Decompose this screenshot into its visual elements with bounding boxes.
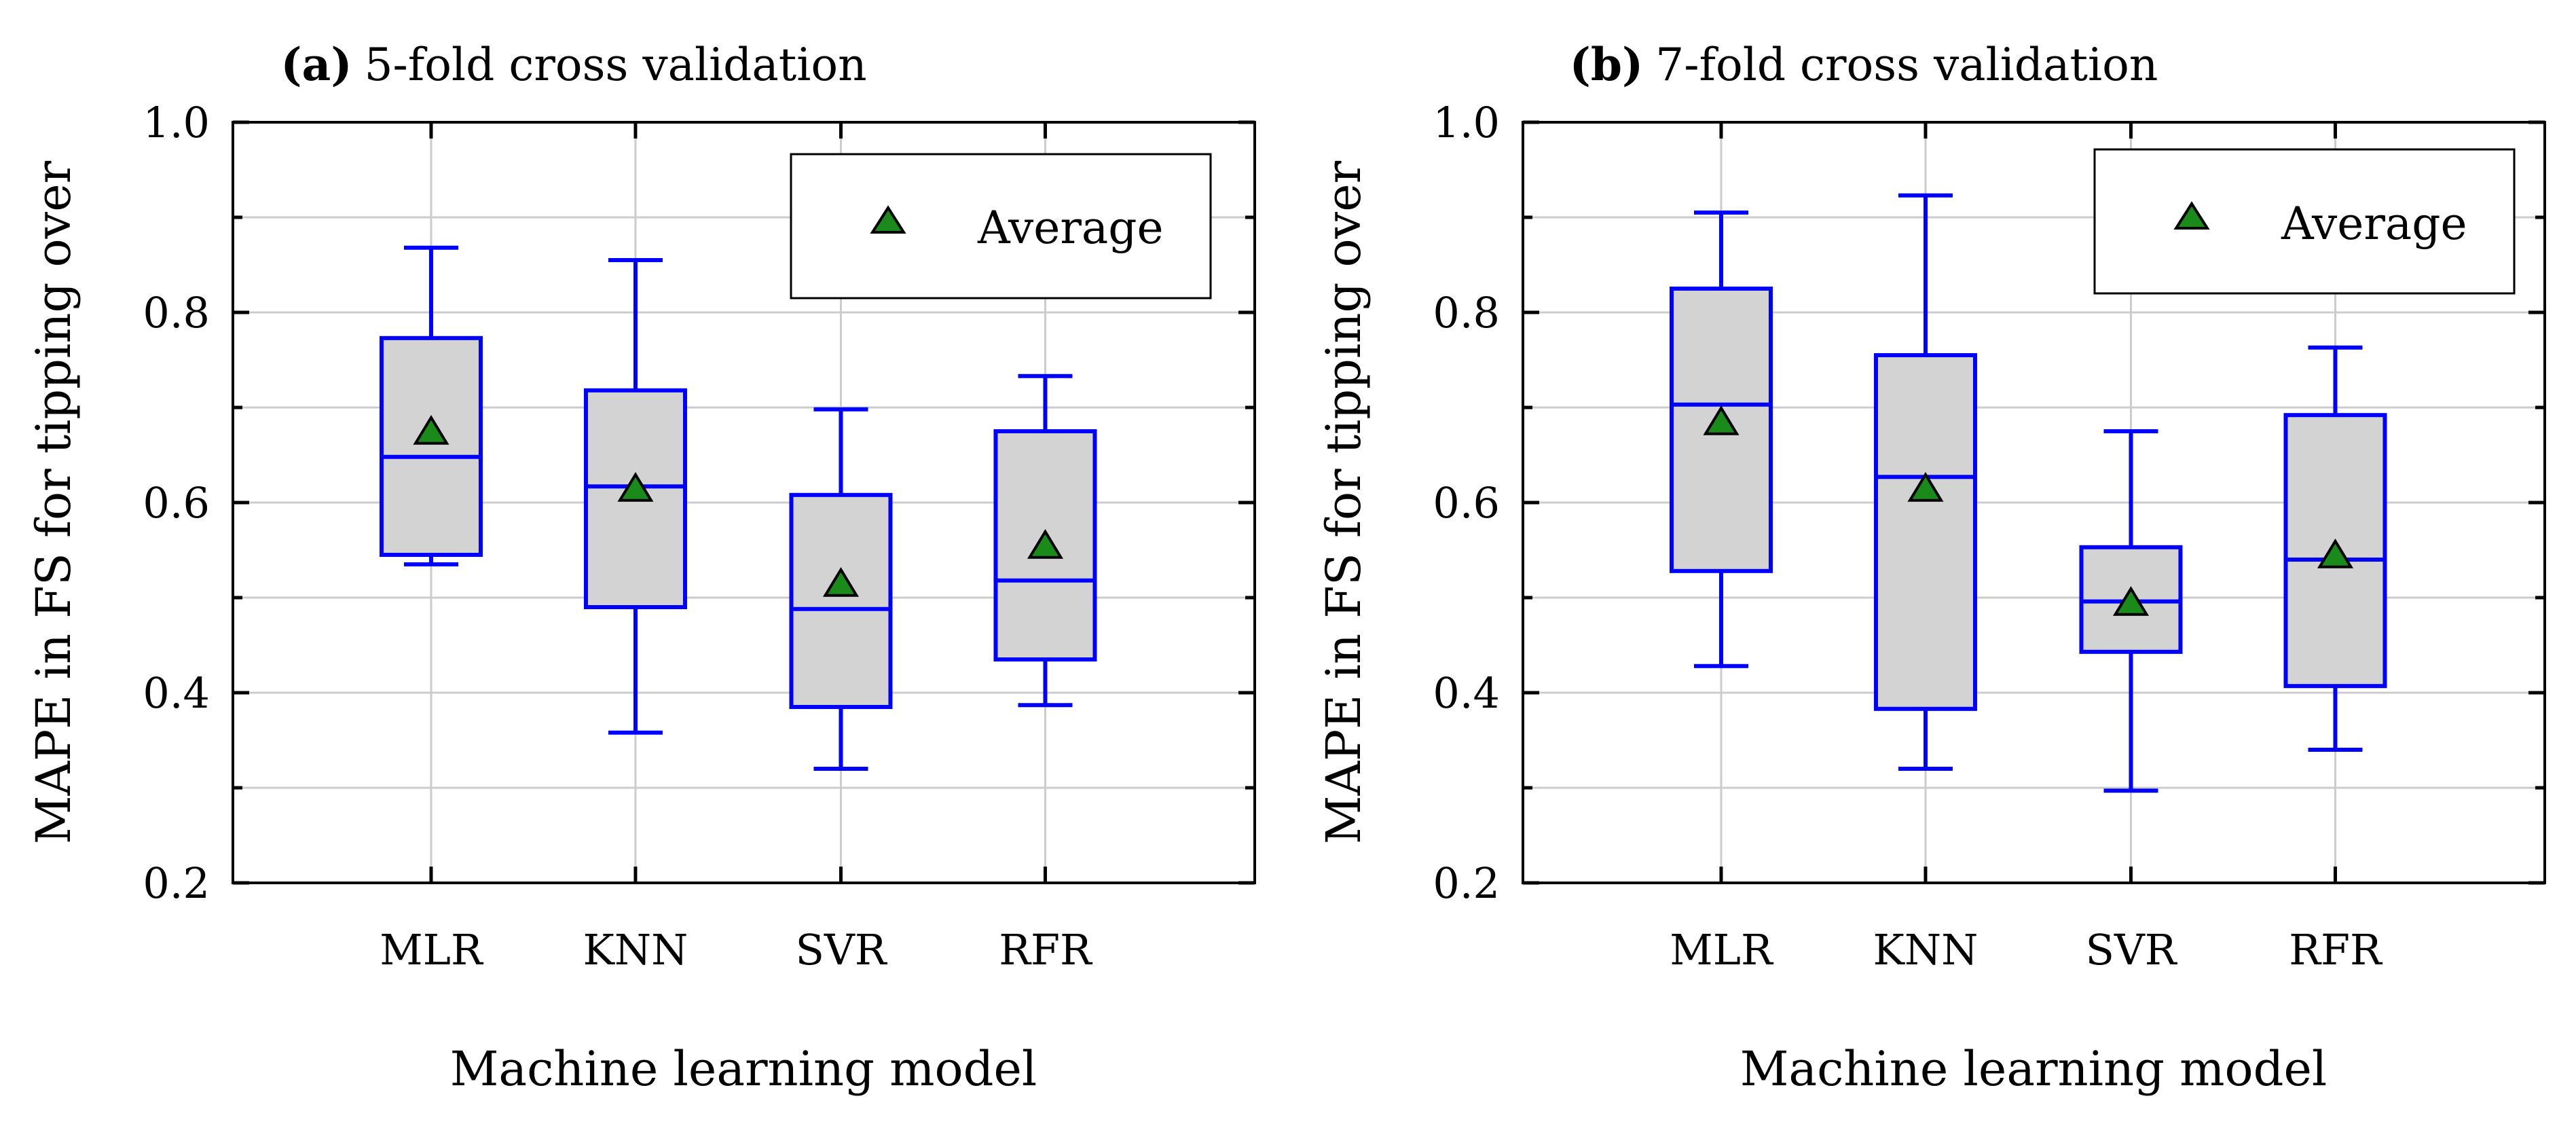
panel-a-legend: Average xyxy=(790,153,1212,299)
panel-b-ylabel: MAPE in FS for tipping over xyxy=(1316,160,1372,844)
panel-b-rfr-mean-marker xyxy=(2317,538,2354,568)
panel-a-ytick-label: 0.2 xyxy=(143,858,210,908)
panel-b-ytick-labels: 0.2 0.4 0.6 0.8 1.0 xyxy=(1433,98,1500,908)
panel-a-ytick-label: 0.4 xyxy=(143,668,210,718)
panel-b-xtick-label-svr: SVR xyxy=(2086,925,2178,975)
panel-b-legend-marker xyxy=(2173,201,2210,230)
panel-a-tag: (a) xyxy=(280,38,352,91)
panel-a-ytick-labels: 0.2 0.4 0.6 0.8 1.0 xyxy=(143,98,210,908)
panel-b-ytick-label: 0.8 xyxy=(1433,288,1500,338)
panel-a-ytick-label: 0.6 xyxy=(143,478,210,528)
panel-a-xtick-label-knn: KNN xyxy=(583,925,688,975)
panel-a-box-rfr xyxy=(993,374,1097,708)
panel-a-svr-mean-marker xyxy=(822,566,860,597)
panel-b: (b) 7-fold cross validation 0.2 0.4 0.6 0.8 1… xyxy=(1316,38,2546,1097)
panel-a-box-knn xyxy=(583,258,687,735)
panel-a-title-text: 5-fold cross validation xyxy=(365,39,867,91)
panel-b-knn-iqr-box xyxy=(1873,353,1977,711)
panel-b-xtick-labels: MLR KNN SVR RFR xyxy=(1670,925,2383,975)
panel-b-ytick-label: 0.6 xyxy=(1433,478,1500,528)
panel-a-ticks xyxy=(233,120,1255,885)
panel-b-xtick-label-knn: KNN xyxy=(1873,925,1979,975)
panel-b-xtick-label-rfr: RFR xyxy=(2289,925,2383,975)
panel-a-legend-marker xyxy=(870,205,906,234)
panel-a-legend-label: Average xyxy=(977,202,1164,254)
panel-b-mlr-mean-marker xyxy=(1703,405,1740,435)
panel-a-xlabel: Machine learning model xyxy=(450,1041,1037,1097)
panel-a-boxes xyxy=(379,245,1097,771)
panel-a-svr-iqr-box xyxy=(789,492,893,709)
panel-a-ylabel: MAPE in FS for tipping over xyxy=(26,160,81,844)
panel-b-legend-box xyxy=(2093,148,2516,295)
panel-a-xtick-labels: MLR KNN SVR RFR xyxy=(380,925,1093,975)
panel-a-ytick-label: 0.8 xyxy=(143,288,210,338)
panel-a-rfr-mean-marker xyxy=(1027,528,1064,559)
panel-b-title-text: 7-fold cross validation xyxy=(1655,39,2158,91)
panel-b-xtick-label-mlr: MLR xyxy=(1670,925,1774,975)
panel-b-svr-mean-marker xyxy=(2112,585,2150,616)
panel-b-ytick-label: 0.2 xyxy=(1433,858,1500,908)
panel-a-title: (a) 5-fold cross validation xyxy=(280,38,866,91)
panel-a: (a) 5-fold cross validation 0.2 0.4 0.6 0.8 1… xyxy=(26,38,1256,1097)
panel-b-knn-mean-marker xyxy=(1907,471,1944,502)
panel-b-ticks xyxy=(1523,120,2545,885)
panel-b-boxes xyxy=(1669,193,2387,793)
panel-b-box-knn xyxy=(1873,193,1977,771)
panel-b-ytick-label: 0.4 xyxy=(1433,668,1500,718)
panel-a-box-svr xyxy=(789,407,893,771)
panel-b-xlabel: Machine learning model xyxy=(1740,1041,2327,1097)
panel-b-tag: (b) xyxy=(1570,38,1644,91)
panel-a-legend-box xyxy=(790,153,1212,299)
panel-a-xtick-label-svr: SVR xyxy=(796,925,888,975)
panel-b-box-rfr xyxy=(2283,345,2387,752)
panel-a-xtick-label-rfr: RFR xyxy=(999,925,1093,975)
panel-b-ytick-label: 1.0 xyxy=(1433,98,1500,147)
panel-a-ytick-label: 1.0 xyxy=(143,98,210,147)
panel-a-mlr-mean-marker xyxy=(413,414,449,445)
panel-b-legend: Average xyxy=(2093,148,2516,295)
panel-a-mlr-iqr-box xyxy=(379,335,483,557)
panel-b-legend-label: Average xyxy=(2281,198,2467,250)
panel-b-title: (b) 7-fold cross validation xyxy=(1570,38,2158,91)
panel-a-xtick-label-mlr: MLR xyxy=(380,925,484,975)
panel-b-box-mlr xyxy=(1669,211,1773,668)
panel-b-box-svr xyxy=(2079,429,2183,793)
panel-a-box-mlr xyxy=(379,245,483,566)
panel-a-knn-mean-marker xyxy=(617,471,654,502)
